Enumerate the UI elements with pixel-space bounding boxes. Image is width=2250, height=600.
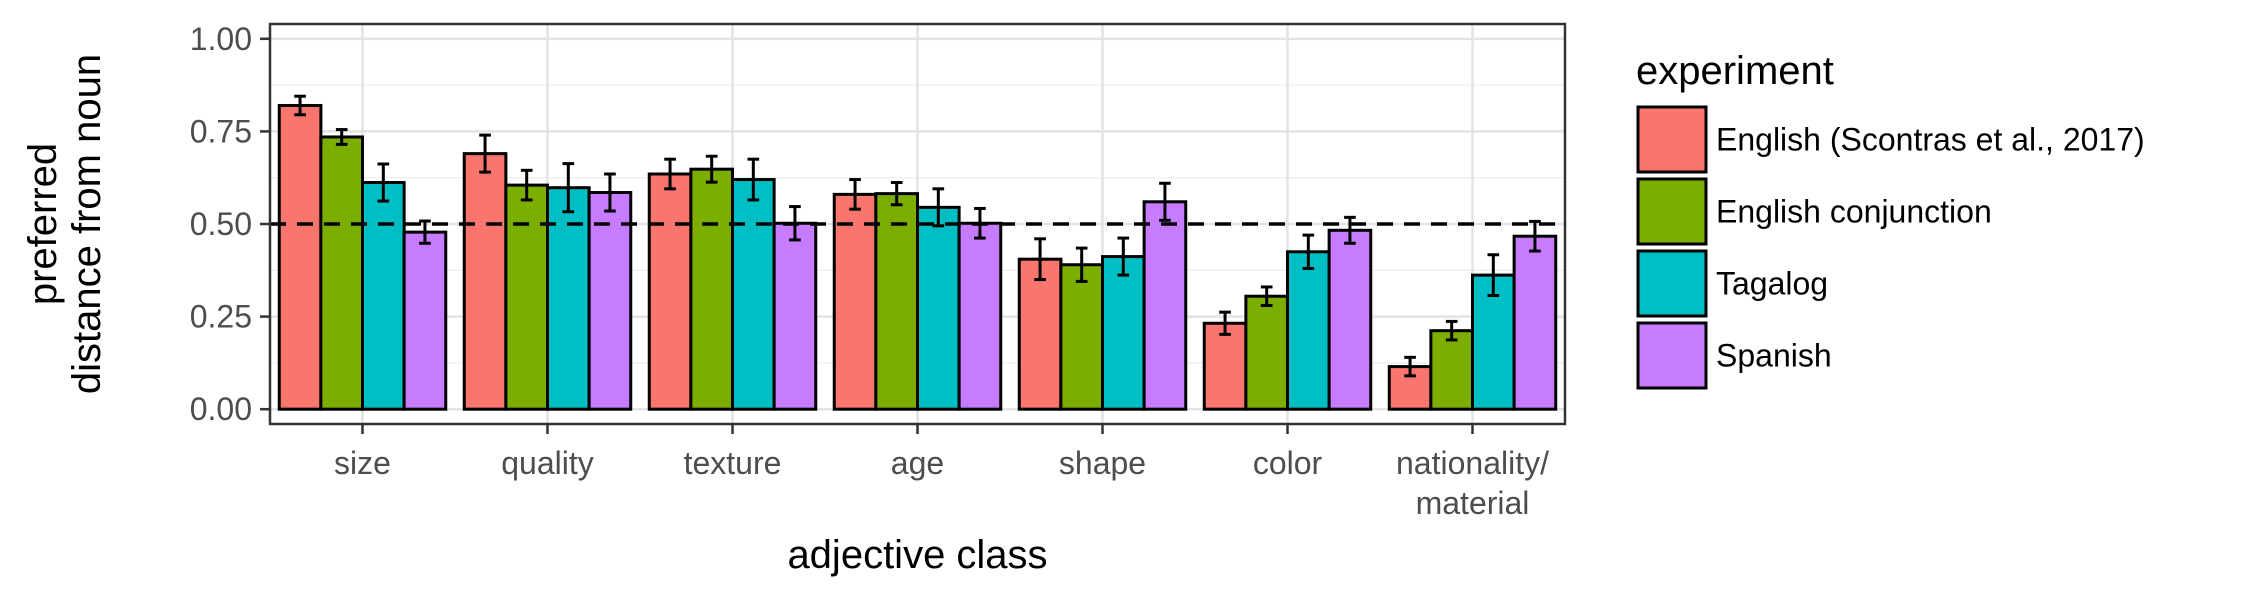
error-bars [294, 94, 1541, 378]
bar [504, 183, 549, 411]
y-axis-title-line: distance from noun [65, 54, 109, 394]
legend-key [1636, 177, 1708, 246]
legend-label: English conjunction [1716, 194, 1992, 230]
bar [1512, 234, 1558, 411]
x-tick-label: color [1253, 445, 1323, 481]
legend-label: English (Scontras et al., 2017) [1716, 122, 2145, 158]
bar [587, 191, 633, 411]
bar [462, 152, 508, 411]
bar [1327, 228, 1373, 411]
y-tick-label: 0.00 [190, 391, 252, 427]
bar [1101, 255, 1146, 411]
x-tick-label: texture [684, 445, 782, 481]
bar [689, 167, 734, 411]
x-axis-title: adjective class [787, 533, 1047, 577]
bar [957, 221, 1003, 411]
bar [402, 230, 448, 411]
y-tick-label: 0.50 [190, 206, 252, 242]
bar [731, 178, 776, 411]
bar [361, 181, 406, 411]
bar [1142, 200, 1188, 411]
x-tick-label: age [891, 445, 944, 481]
x-tick-label: material [1416, 485, 1530, 521]
y-axis-title: preferreddistance from noun [21, 54, 109, 394]
bar [1202, 321, 1248, 411]
y-tick-label: 1.00 [190, 21, 252, 57]
legend-key [1636, 105, 1708, 174]
legend-title: experiment [1636, 49, 1834, 93]
bar [319, 135, 364, 411]
bar [1286, 250, 1331, 411]
bar [832, 192, 878, 411]
legend-key [1636, 321, 1708, 390]
bar [916, 205, 961, 411]
bar [647, 172, 693, 411]
x-tick-label: nationality/ [1396, 445, 1549, 481]
x-tick-label: shape [1059, 445, 1146, 481]
x-tick-label: size [334, 445, 391, 481]
bar [546, 186, 591, 411]
x-tick-label: quality [501, 445, 594, 481]
legend: experiment English (Scontras et al., 201… [1636, 49, 2145, 390]
bar [1244, 294, 1289, 411]
y-tick-label: 0.25 [190, 299, 252, 335]
bar [277, 103, 323, 411]
y-axis-title-line: preferred [21, 143, 65, 305]
bar [1429, 329, 1474, 411]
legend-label: Spanish [1716, 338, 1832, 374]
y-axis: 0.00 0.25 0.50 0.75 1.00 [190, 21, 270, 427]
bar [1017, 257, 1063, 411]
x-axis: size quality texture age shape color nationali… [334, 424, 1549, 521]
bar [1059, 263, 1104, 411]
bar [772, 221, 818, 411]
legend-key [1636, 249, 1708, 318]
legend-label: Tagalog [1716, 266, 1828, 302]
bar [874, 192, 919, 411]
y-tick-label: 0.75 [190, 113, 252, 149]
